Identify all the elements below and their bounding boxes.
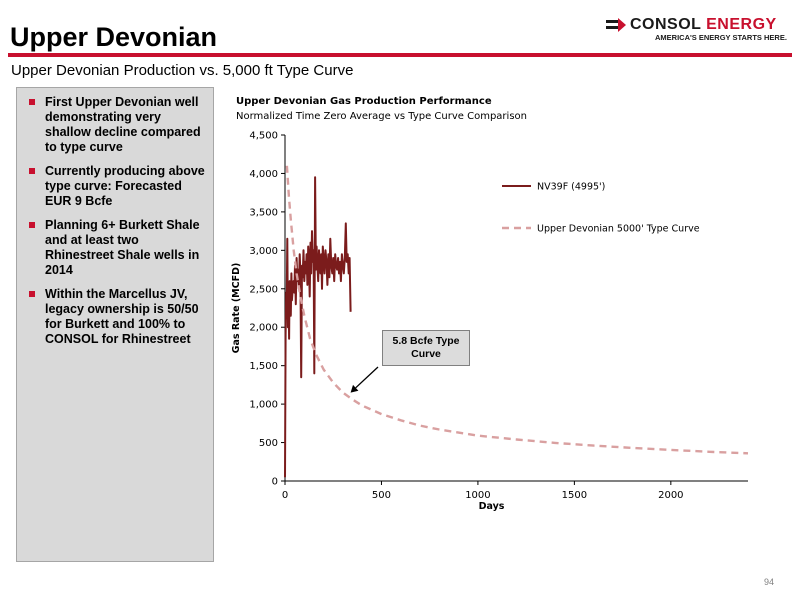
page-number: 94 [764, 577, 775, 587]
bullet-item: Currently producing above type curve: Fo… [29, 164, 209, 209]
series-line-type-curve [285, 165, 749, 455]
legend-label: NV39F (4995') [537, 182, 605, 193]
slide-subtitle: Upper Devonian Production vs. 5,000 ft T… [11, 62, 354, 79]
y-tick-label: 0 [272, 477, 278, 488]
bullet-item: First Upper Devonian well demonstrating … [29, 95, 209, 155]
production-chart: Upper Devonian Gas Production Performanc… [231, 96, 749, 512]
company-logo: CONSOL ENERGY AMERICA'S ENERGY STARTS HE… [606, 16, 792, 44]
y-tick-label: 2,000 [249, 323, 278, 334]
y-tick-label: 500 [259, 438, 278, 449]
logo-wordmark-part2: ENERGY [706, 16, 777, 33]
chart-title: Upper Devonian Gas Production Performanc… [236, 96, 492, 107]
bullet-text: Currently producing above type curve: Fo… [45, 164, 205, 208]
bullet-text: First Upper Devonian well demonstrating … [45, 95, 201, 154]
bullet-marker [29, 291, 35, 297]
bullet-marker [29, 168, 35, 174]
x-tick-label: 500 [372, 490, 391, 501]
logo-tagline: AMERICA'S ENERGY STARTS HERE. [655, 33, 787, 42]
x-tick-label: 1000 [465, 490, 490, 501]
x-tick-label: 1500 [562, 490, 587, 501]
chart-legend: NV39F (4995') Upper Devonian 5000' Type C… [502, 182, 700, 235]
y-tick-label: 4,000 [249, 169, 278, 180]
x-axis-label: Days [479, 501, 505, 512]
bullet-text: Within the Marcellus JV, legacy ownershi… [45, 287, 199, 346]
y-axis-label: Gas Rate (MCFD) [231, 263, 242, 354]
callout-arrow [355, 366, 379, 389]
series-line-nv39f [284, 176, 352, 478]
y-tick-label: 4,500 [249, 131, 278, 142]
logo-wordmark: CONSOL ENERGY [630, 16, 777, 34]
bullet-marker [29, 99, 35, 105]
y-tick-label: 1,500 [249, 361, 278, 372]
bullet-item: Within the Marcellus JV, legacy ownershi… [29, 287, 209, 347]
bullet-text: Planning 6+ Burkett Shale and at least t… [45, 218, 200, 277]
bullet-marker [29, 222, 35, 228]
y-tick-label: 2,500 [249, 284, 278, 295]
logo-wordmark-part1: CONSOL [630, 16, 702, 33]
y-tick-label: 3,000 [249, 246, 278, 257]
bullet-item: Planning 6+ Burkett Shale and at least t… [29, 218, 209, 278]
chart-series [284, 165, 749, 478]
chart-subtitle: Normalized Time Zero Average vs Type Cur… [236, 111, 527, 122]
type-curve-callout: 5.8 Bcfe Type Curve [382, 330, 470, 366]
bullet-panel: First Upper Devonian well demonstrating … [16, 87, 214, 562]
y-tick-label: 3,500 [249, 207, 278, 218]
chart-axes: 0 500 1,000 1,500 2,000 2,500 3,000 3,500 4,000 4… [231, 131, 748, 512]
title-divider [8, 53, 792, 57]
x-tick-label: 2000 [658, 490, 683, 501]
logo-mark-icon [606, 18, 626, 32]
bullet-list: First Upper Devonian well demonstrating … [17, 88, 213, 347]
y-tick-label: 1,000 [249, 400, 278, 411]
legend-label: Upper Devonian 5000' Type Curve [537, 224, 700, 235]
callout-arrowhead [350, 384, 359, 393]
slide-title: Upper Devonian [10, 22, 218, 52]
x-tick-label: 0 [282, 490, 288, 501]
